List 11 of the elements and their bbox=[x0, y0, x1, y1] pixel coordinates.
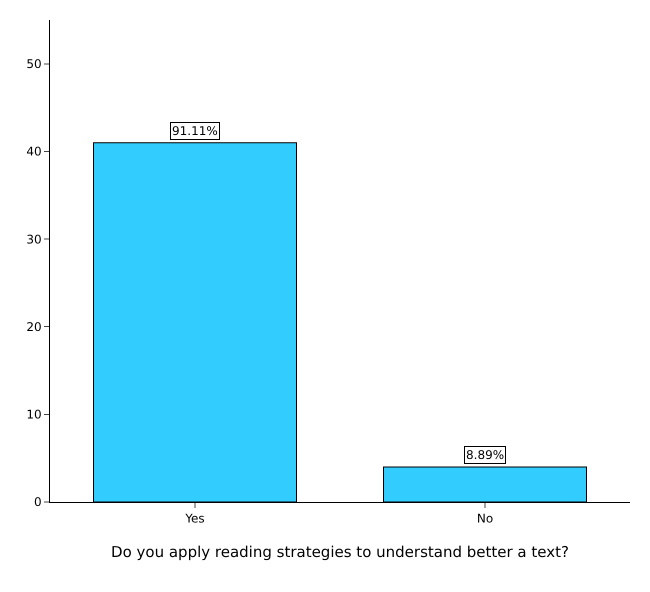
annotation: 8.89% bbox=[466, 448, 504, 462]
x-axis-title: Do you apply reading strategies to understand better a text? bbox=[111, 543, 569, 561]
y-tick-label: 40 bbox=[26, 144, 42, 159]
x-tick-label: No bbox=[476, 511, 494, 526]
y-tick-label: 30 bbox=[26, 232, 42, 246]
y-tick-label: 0 bbox=[34, 495, 42, 510]
y-tick-label: 50 bbox=[26, 57, 42, 72]
annotation: 91.11% bbox=[172, 124, 218, 138]
y-tick-label: 10 bbox=[26, 408, 42, 422]
y-tick-label: 20 bbox=[26, 320, 42, 334]
x-tick-label: Yes bbox=[184, 511, 205, 526]
